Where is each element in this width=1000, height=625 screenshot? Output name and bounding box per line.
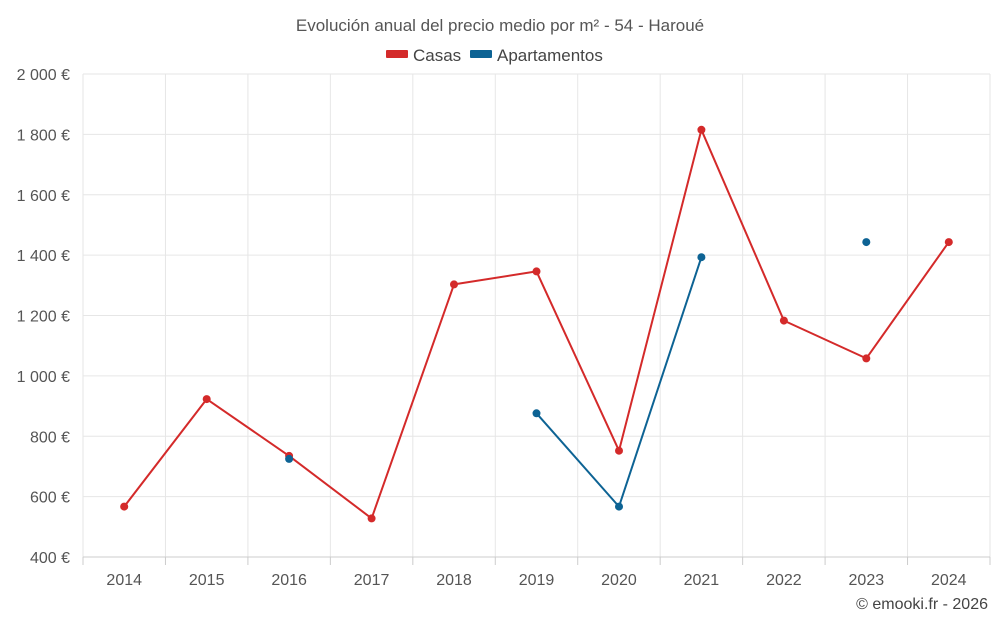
y-tick-label: 1 000 € — [17, 369, 70, 386]
x-tick-label: 2017 — [354, 572, 390, 589]
series-casas — [120, 125, 953, 523]
y-tick-label: 1 800 € — [17, 127, 70, 144]
data-point[interactable] — [697, 125, 706, 134]
data-point[interactable] — [862, 354, 871, 363]
y-tick-label: 1 600 € — [17, 188, 70, 205]
series-line — [535, 256, 703, 508]
chart-title: Evolución anual del precio medio por m² … — [296, 16, 704, 35]
x-tick-label: 2020 — [601, 572, 637, 589]
legend-item-apartamentos[interactable]: Apartamentos — [470, 46, 603, 65]
y-tick-label: 400 € — [30, 550, 70, 567]
data-point[interactable] — [779, 316, 788, 325]
x-tick-label: 2023 — [849, 572, 885, 589]
credit-text: © emooki.fr - 2026 — [856, 596, 988, 613]
data-point[interactable] — [615, 446, 623, 455]
legend-swatch-apartamentos — [470, 50, 492, 58]
legend: Casas Apartamentos — [386, 46, 603, 65]
data-point[interactable] — [697, 253, 706, 262]
y-tick-label: 800 € — [30, 429, 70, 446]
data-point[interactable] — [450, 280, 458, 289]
data-point[interactable] — [285, 454, 294, 463]
series-apartamentos — [285, 238, 871, 511]
data-point[interactable] — [532, 409, 541, 418]
y-tick-label: 1 200 € — [17, 309, 70, 326]
data-point[interactable] — [944, 238, 953, 247]
x-tick-label: 2014 — [106, 572, 142, 589]
x-tick-label: 2022 — [766, 572, 802, 589]
y-tick-label: 2 000 € — [17, 67, 70, 84]
data-point[interactable] — [615, 502, 623, 511]
legend-label-casas: Casas — [413, 46, 461, 65]
data-point[interactable] — [202, 395, 211, 404]
series — [120, 125, 953, 523]
data-point[interactable] — [862, 238, 871, 247]
data-point[interactable] — [120, 502, 129, 511]
legend-swatch-casas — [386, 50, 408, 58]
y-tick-label: 600 € — [30, 490, 70, 507]
y-tick-label: 1 400 € — [17, 248, 70, 265]
x-tick-label: 2024 — [931, 572, 967, 589]
legend-item-casas[interactable]: Casas — [386, 46, 461, 65]
x-tick-label: 2021 — [684, 572, 720, 589]
x-tick-label: 2016 — [271, 572, 307, 589]
data-point[interactable] — [367, 514, 376, 523]
grid — [82, 73, 991, 558]
x-tick-label: 2015 — [189, 572, 225, 589]
x-axis: 2014 2015 2016 2017 2018 2019 2020 2021 2022 2023… — [82, 556, 991, 589]
y-axis: 400 € 600 € 800 € 1 000 € 1 200 € 1 400 € 1 60… — [17, 67, 70, 567]
x-tick-label: 2019 — [519, 572, 555, 589]
data-point[interactable] — [532, 267, 541, 276]
x-tick-label: 2018 — [436, 572, 472, 589]
legend-label-apartamentos: Apartamentos — [497, 46, 603, 65]
